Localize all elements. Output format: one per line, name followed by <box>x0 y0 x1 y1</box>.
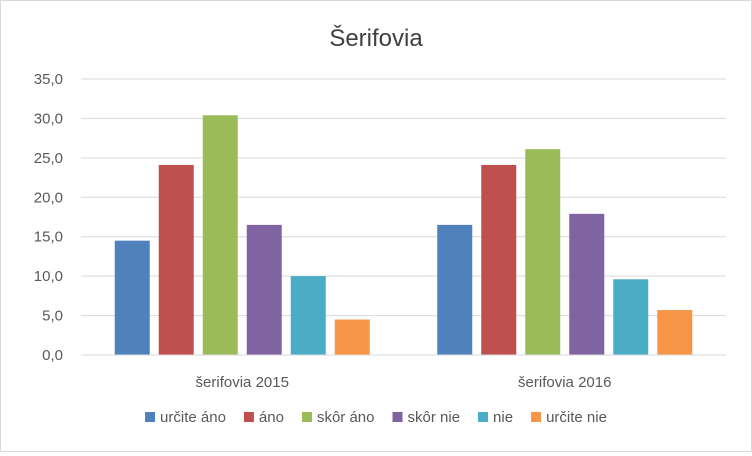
legend-swatch <box>531 412 542 422</box>
legend-swatch <box>301 412 312 422</box>
legend-swatch <box>145 412 156 422</box>
x-category-label: šerifovia 2015 <box>196 374 289 391</box>
bar <box>290 276 326 355</box>
chart-title: Šerifovia <box>329 24 423 52</box>
y-tick-label: 15,0 <box>34 229 63 246</box>
bar <box>114 240 150 355</box>
bar <box>202 115 238 355</box>
y-tick-label: 10,0 <box>34 268 63 285</box>
legend-item: určite áno <box>145 409 226 426</box>
legend-label: áno <box>259 409 284 426</box>
legend-item: skôr nie <box>392 409 461 426</box>
bar <box>158 164 194 355</box>
y-tick-label: 25,0 <box>34 150 63 167</box>
y-tick-label: 0,0 <box>42 347 63 364</box>
bar <box>569 213 605 355</box>
legend-item: určite nie <box>531 409 607 426</box>
legend-swatch <box>243 412 254 422</box>
legend-label: skôr nie <box>408 409 461 426</box>
y-tick-label: 30,0 <box>34 110 63 127</box>
legend: určite áno áno skôr áno skôr nie nie určite n… <box>145 409 607 426</box>
x-axis: šerifovia 2015 šerifovia 2016 <box>81 354 726 391</box>
bar <box>481 164 517 355</box>
bar <box>437 224 473 355</box>
y-tick-label: 5,0 <box>42 308 63 325</box>
bar <box>613 279 649 355</box>
legend-label: nie <box>493 409 513 426</box>
legend-label: skôr áno <box>317 409 375 426</box>
legend-label: určite nie <box>546 409 607 426</box>
x-category-label: šerifovia 2016 <box>518 374 611 391</box>
bars <box>114 115 693 355</box>
legend-label: určite áno <box>160 409 226 426</box>
y-tick-label: 35,0 <box>34 71 63 88</box>
legend-swatch <box>392 412 403 422</box>
y-axis: 0,0 5,0 10,0 15,0 20,0 25,0 30,0 35,0 <box>34 71 63 364</box>
legend-item: áno <box>243 409 284 426</box>
bar <box>246 224 282 355</box>
bar <box>525 149 561 355</box>
legend-swatch <box>478 412 489 422</box>
bar <box>334 319 370 355</box>
legend-item: skôr áno <box>301 409 375 426</box>
y-tick-label: 20,0 <box>34 189 63 206</box>
legend-item: nie <box>478 409 513 426</box>
bar <box>657 310 693 355</box>
